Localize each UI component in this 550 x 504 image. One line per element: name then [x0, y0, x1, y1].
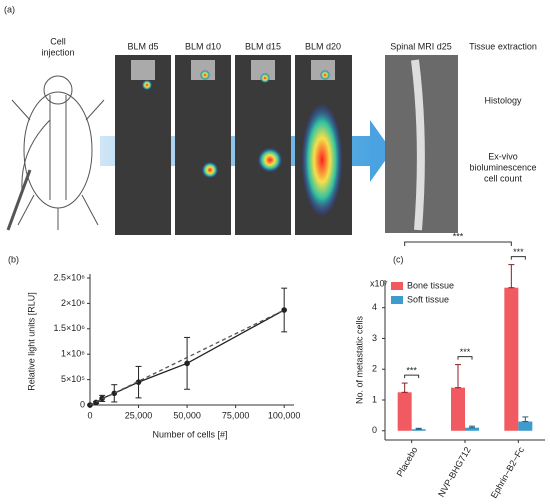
x-tick-label: 100,000: [268, 410, 301, 420]
significance-bracket: [404, 374, 420, 379]
caption: BLM d20: [305, 41, 341, 51]
caption: Histology: [484, 95, 522, 105]
caption: bioluminescence: [469, 162, 536, 172]
significance: ***: [460, 347, 471, 357]
bar: [518, 421, 533, 431]
caption: Cell: [50, 36, 66, 46]
legend-label: Soft tissue: [407, 294, 449, 304]
panel-label: (c): [393, 254, 404, 264]
bar: [465, 427, 479, 431]
significance-bracket: [457, 356, 473, 360]
arrow-head: [370, 120, 392, 182]
bar: [397, 392, 412, 431]
legend-swatch: [391, 296, 403, 304]
caption: Tissue extraction: [469, 41, 537, 51]
x-tick-label: 50,000: [173, 410, 201, 420]
y-tick-label: 2×10⁶: [61, 298, 85, 308]
significance-bracket: [404, 241, 512, 246]
legend-swatch: [391, 282, 403, 290]
x-tick-label: 75,000: [222, 410, 250, 420]
y-axis-label: Relative light units [RLU]: [26, 292, 36, 391]
y-tick-label: 1×10⁶: [61, 349, 85, 359]
legend-label: Bone tissue: [407, 280, 454, 290]
y-tick-label: 1.5×10⁶: [54, 323, 86, 333]
bar: [411, 429, 426, 431]
significance: ***: [406, 365, 417, 375]
x-tick-label: 25,000: [125, 410, 153, 420]
point: [135, 379, 142, 385]
caption: Spinal MRI d25: [390, 41, 452, 51]
caption: BLM d15: [245, 41, 281, 51]
bar: [504, 287, 519, 431]
x-tick-label: Placebo: [395, 445, 420, 478]
panel-label: (b): [8, 254, 19, 264]
caption: cell count: [484, 173, 523, 183]
mouse-drawing: [6, 75, 105, 231]
y-tick-label: 2.5×10⁶: [54, 272, 86, 282]
y-tick-label: 0: [372, 425, 377, 435]
y-axis-label: No. of metastatic cells: [354, 315, 364, 404]
y-unit: x10⁷: [370, 278, 388, 288]
x-tick-label: 0: [87, 410, 92, 420]
point: [281, 307, 287, 313]
y-tick-label: 5×10⁵: [61, 374, 85, 384]
x-tick-label: Ephrin−B2−Fc: [489, 445, 527, 500]
caption: BLM d10: [185, 41, 221, 51]
significance-bracket: [510, 256, 526, 260]
y-tick-label: 0: [80, 399, 85, 409]
y-tick-label: 3: [372, 333, 377, 343]
bar: [451, 387, 465, 431]
point: [111, 390, 118, 397]
mouse-images: [115, 55, 458, 235]
x-tick-label: NVP-BHG712: [436, 445, 473, 499]
significance: ***: [453, 231, 464, 241]
caption: BLM d5: [127, 41, 158, 51]
line: [89, 309, 285, 406]
caption: injection: [41, 47, 74, 57]
point: [184, 360, 190, 367]
y-tick-label: 1: [372, 394, 377, 404]
point: [99, 395, 105, 402]
caption: Ex-vivo: [488, 151, 518, 161]
x-axis-label: Number of cells [#]: [152, 429, 227, 439]
panel-label: (a): [4, 4, 15, 14]
y-tick-label: 4: [372, 302, 377, 312]
significance: ***: [513, 247, 524, 257]
y-tick-label: 2: [372, 364, 377, 374]
